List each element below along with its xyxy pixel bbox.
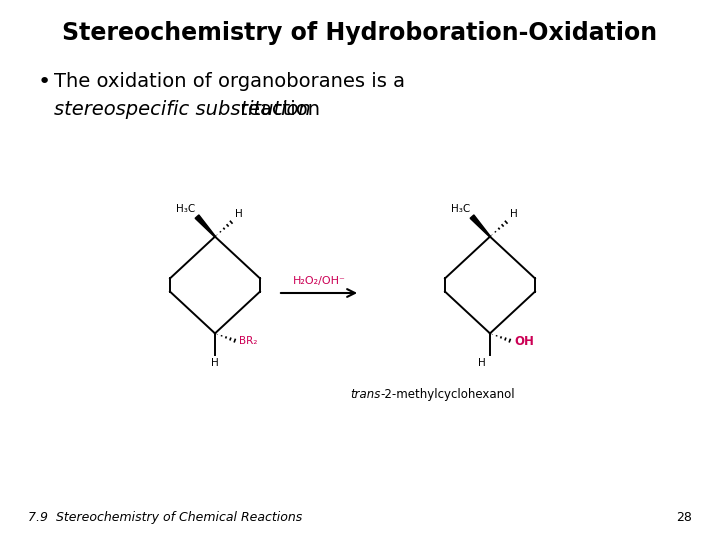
- Text: H: H: [235, 208, 243, 219]
- Text: •: •: [38, 72, 51, 92]
- Text: H₃C: H₃C: [451, 204, 470, 214]
- Text: -2-methylcyclohexanol: -2-methylcyclohexanol: [380, 388, 515, 401]
- Text: Stereochemistry of Hydroboration-Oxidation: Stereochemistry of Hydroboration-Oxidati…: [63, 21, 657, 45]
- Polygon shape: [195, 215, 215, 237]
- Text: 7.9  Stereochemistry of Chemical Reactions: 7.9 Stereochemistry of Chemical Reaction…: [28, 511, 302, 524]
- Text: H₂O₂/OH⁻: H₂O₂/OH⁻: [292, 276, 346, 286]
- Text: H₃C: H₃C: [176, 204, 195, 214]
- Text: OH: OH: [514, 335, 534, 348]
- Text: BR₂: BR₂: [239, 336, 257, 346]
- Text: H: H: [211, 359, 219, 368]
- Text: trans: trans: [350, 388, 380, 401]
- Text: 28: 28: [676, 511, 692, 524]
- Polygon shape: [470, 215, 490, 237]
- Text: H: H: [478, 359, 486, 368]
- Text: reaction: reaction: [234, 100, 320, 119]
- Text: The oxidation of organoboranes is a: The oxidation of organoboranes is a: [54, 72, 405, 91]
- Text: H: H: [510, 208, 518, 219]
- Text: stereospecific substitution: stereospecific substitution: [54, 100, 311, 119]
